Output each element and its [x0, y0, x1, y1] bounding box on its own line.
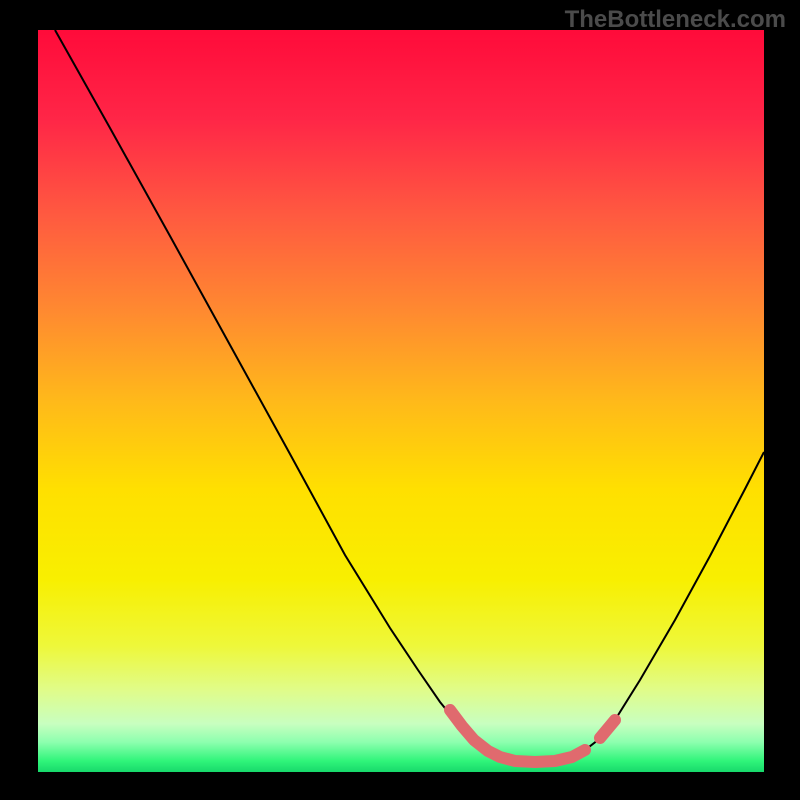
watermark-text: TheBottleneck.com	[565, 6, 786, 34]
plot-area	[38, 30, 764, 772]
chart-root: TheBottleneck.com	[0, 0, 800, 800]
plot-svg	[38, 30, 764, 772]
gradient-background	[38, 30, 764, 772]
